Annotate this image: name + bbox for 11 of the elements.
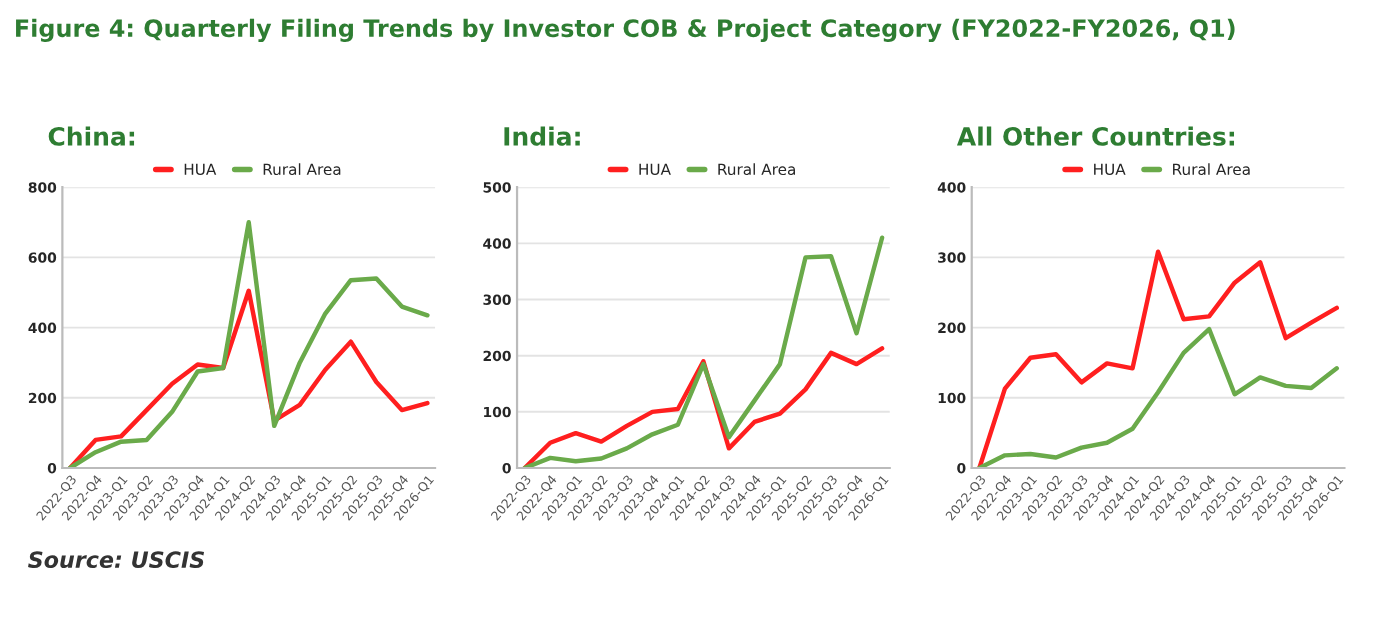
line-series (977, 326, 1339, 468)
line-series (67, 288, 430, 468)
line-series (67, 220, 430, 468)
text: Figure 4: Quarterly Filing Trends by Investor COB & Project Category (FY2022-FY2026, Q1) (16, 18, 1235, 43)
chart-subtitle: China: (48, 126, 135, 146)
chart-subtitle: All Other Countries: (956, 126, 1235, 146)
line-series (522, 346, 885, 468)
chart-subtitle: India: (504, 126, 580, 146)
line-series (522, 235, 885, 468)
source-note: Source: USCIS (28, 551, 205, 569)
line-series (977, 249, 1339, 468)
